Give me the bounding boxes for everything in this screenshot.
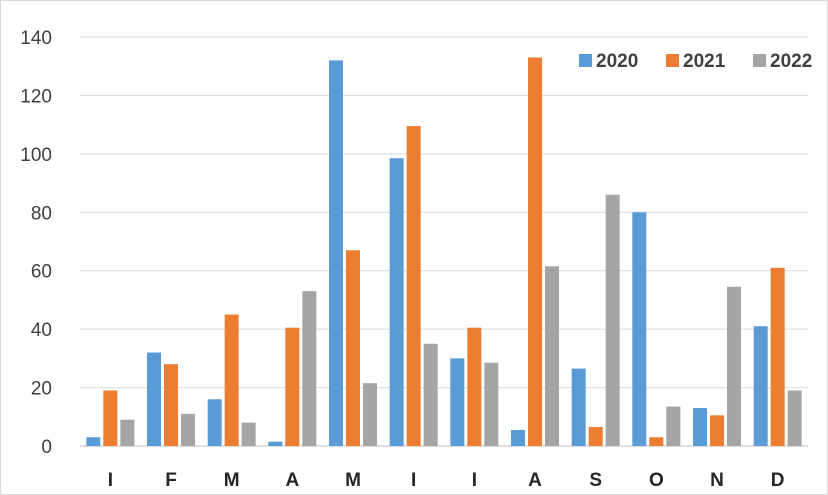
x-tick-label: O bbox=[649, 470, 664, 491]
bar-2022 bbox=[181, 413, 195, 446]
x-tick-label: F bbox=[165, 470, 177, 491]
y-tick-label: 0 bbox=[41, 437, 52, 458]
legend-label-2021: 2021 bbox=[683, 51, 726, 72]
x-tick-label: D bbox=[771, 470, 785, 491]
bar-2020 bbox=[693, 408, 707, 446]
x-tick-label: I bbox=[411, 470, 416, 491]
bar-2021 bbox=[588, 427, 603, 446]
y-tick-label: 120 bbox=[20, 86, 52, 107]
y-tick-label: 140 bbox=[20, 28, 52, 49]
bar-2022 bbox=[484, 362, 499, 446]
bar-2020 bbox=[329, 60, 343, 446]
bar-2021 bbox=[649, 437, 664, 446]
y-tick-label: 100 bbox=[20, 145, 52, 166]
bar-2021 bbox=[528, 57, 542, 446]
bar-2020 bbox=[571, 368, 586, 446]
bar-2021 bbox=[406, 126, 421, 446]
y-tick-label: 80 bbox=[31, 203, 52, 224]
bar-2022 bbox=[423, 343, 438, 446]
bar-2022 bbox=[605, 194, 620, 446]
x-tick-label: I bbox=[108, 470, 113, 491]
y-tick-label: 40 bbox=[31, 320, 52, 341]
legend-swatch-2022 bbox=[753, 54, 766, 67]
bars bbox=[86, 57, 802, 446]
bar-2022 bbox=[727, 286, 741, 446]
legend-swatch-2021 bbox=[666, 54, 679, 67]
bar-2022 bbox=[363, 383, 377, 446]
bar-2021 bbox=[467, 327, 482, 446]
bar-2020 bbox=[268, 441, 283, 446]
x-tick-label: A bbox=[528, 470, 542, 491]
bar-2020 bbox=[511, 429, 525, 446]
bar-2021 bbox=[710, 415, 724, 446]
x-tick-label: I bbox=[472, 470, 477, 491]
bar-2022 bbox=[545, 266, 559, 446]
x-tick-label: M bbox=[224, 470, 240, 491]
legend-label-2022: 2022 bbox=[770, 51, 812, 72]
bar-2020 bbox=[450, 358, 465, 446]
legend: 2020 2021 2022 bbox=[579, 51, 812, 72]
bar-2020 bbox=[753, 326, 768, 446]
bar-2020 bbox=[632, 212, 647, 446]
bar-2022 bbox=[302, 291, 317, 446]
bar-2020 bbox=[389, 158, 404, 446]
bar-2021 bbox=[346, 250, 360, 446]
bar-2021 bbox=[224, 314, 239, 446]
x-tick-label: A bbox=[285, 470, 299, 491]
bar-2020 bbox=[147, 352, 161, 446]
bar-2021 bbox=[103, 390, 118, 446]
x-tick-label: N bbox=[710, 470, 724, 491]
bar-2020 bbox=[207, 399, 222, 446]
bar-2021 bbox=[285, 327, 300, 446]
x-tick-label: M bbox=[345, 470, 361, 491]
y-tick-label: 20 bbox=[31, 379, 52, 400]
x-tick-label: S bbox=[589, 470, 602, 491]
y-tick-label: 60 bbox=[31, 262, 52, 283]
bar-2022 bbox=[120, 419, 135, 446]
bar-2021 bbox=[164, 364, 178, 446]
legend-swatch-2020 bbox=[579, 54, 592, 67]
bar-2020 bbox=[86, 437, 101, 446]
legend-label-2020: 2020 bbox=[596, 51, 638, 72]
bar-2022 bbox=[666, 406, 681, 446]
gridlines bbox=[80, 36, 808, 447]
y-axis-ticks: 0 20 40 60 80 100 120 140 bbox=[20, 28, 52, 458]
bar-2022 bbox=[787, 390, 802, 446]
bar-2021 bbox=[770, 267, 785, 446]
bar-2022 bbox=[241, 422, 256, 446]
